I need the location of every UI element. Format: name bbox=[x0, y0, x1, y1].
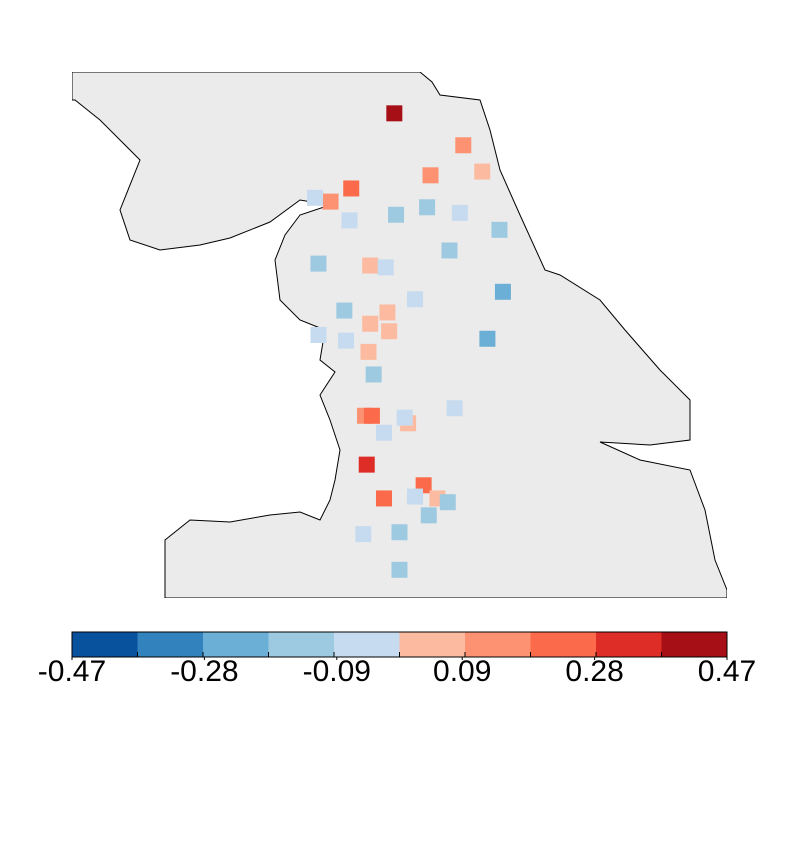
colorbar-tick-label: 0.09 bbox=[433, 655, 491, 688]
station-square bbox=[474, 163, 491, 180]
station-square bbox=[336, 302, 353, 319]
station-square bbox=[439, 494, 456, 511]
colorbar-bin bbox=[203, 632, 269, 657]
station-square bbox=[494, 283, 511, 300]
station-square bbox=[310, 255, 327, 272]
colorbar-tick-label: 0.47 bbox=[698, 655, 756, 688]
station-square bbox=[407, 488, 424, 505]
colorbar-tick-label: 0.28 bbox=[565, 655, 623, 688]
station-square bbox=[420, 507, 437, 524]
station-square bbox=[362, 315, 379, 332]
colorbar: -0.47 -0.28 -0.09 0.09 0.28 0.47 bbox=[38, 631, 756, 688]
land bbox=[72, 72, 727, 598]
colorbar-bin bbox=[530, 632, 597, 657]
colorbar-bin bbox=[72, 632, 138, 657]
colorbar-tick-label: -0.28 bbox=[170, 655, 238, 688]
station-square bbox=[375, 424, 392, 441]
colorbar-bin bbox=[399, 632, 466, 657]
colorbar-tick-label: -0.09 bbox=[303, 655, 371, 688]
station-square bbox=[396, 409, 413, 426]
station-square bbox=[388, 206, 405, 223]
station-square bbox=[455, 137, 472, 154]
colorbar-tick-label: -0.47 bbox=[38, 655, 106, 688]
station-square bbox=[451, 204, 468, 221]
colorbar-bin bbox=[137, 632, 204, 657]
station-square bbox=[307, 189, 324, 206]
station-square bbox=[363, 407, 380, 424]
station-square bbox=[338, 332, 355, 349]
station-square bbox=[377, 259, 394, 276]
colorbar-bin bbox=[596, 632, 662, 657]
station-square bbox=[343, 180, 360, 197]
colorbar-bin bbox=[465, 632, 531, 657]
station-square bbox=[360, 343, 377, 360]
station-square bbox=[362, 257, 379, 274]
station-square bbox=[419, 199, 436, 216]
station-square bbox=[375, 490, 392, 507]
station-square bbox=[391, 524, 408, 541]
station-square bbox=[422, 167, 439, 184]
colorbar-bin bbox=[268, 632, 335, 657]
station-square bbox=[441, 242, 458, 259]
station-square bbox=[386, 105, 403, 122]
colorbar-bin bbox=[661, 632, 728, 657]
station-square bbox=[381, 323, 398, 340]
station-square bbox=[341, 212, 358, 229]
station-square bbox=[379, 304, 396, 321]
station-square bbox=[322, 193, 339, 210]
station-square bbox=[355, 526, 372, 543]
station-square bbox=[310, 327, 327, 343]
station-square bbox=[365, 366, 382, 383]
stations bbox=[307, 105, 511, 578]
station-square bbox=[446, 400, 463, 417]
station-square bbox=[407, 291, 424, 308]
station-square bbox=[491, 221, 508, 238]
station-square bbox=[391, 561, 408, 578]
station-square bbox=[358, 456, 375, 473]
station-square bbox=[479, 330, 496, 347]
colorbar-bin bbox=[334, 632, 400, 657]
map bbox=[72, 72, 727, 598]
